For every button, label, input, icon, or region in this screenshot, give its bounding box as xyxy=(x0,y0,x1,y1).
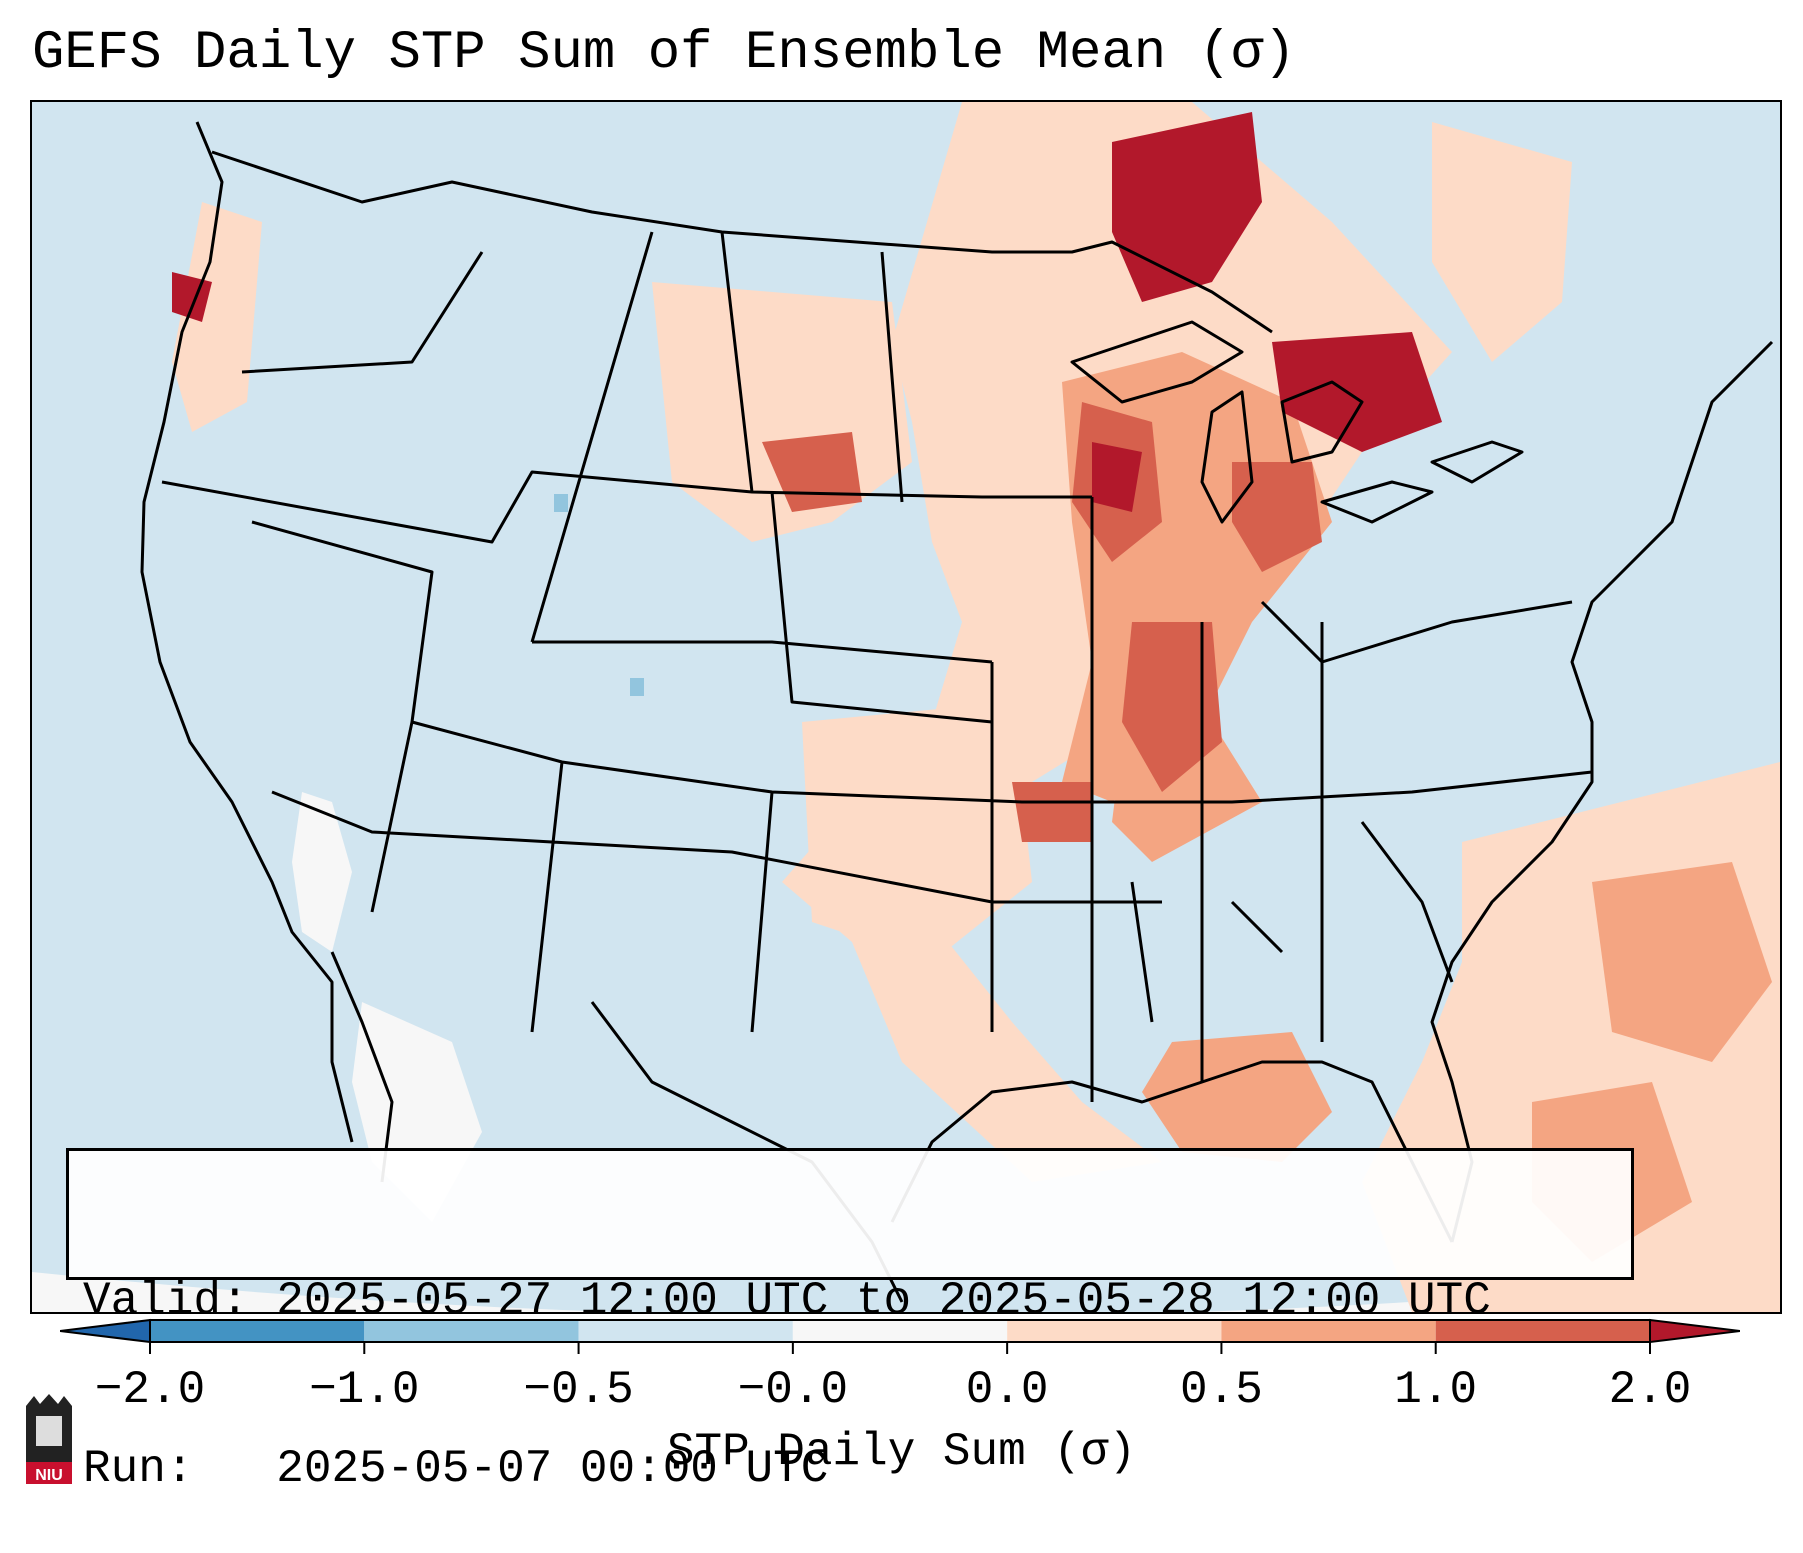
colorbar-extend-high xyxy=(1649,1318,1740,1344)
colorbar-segment xyxy=(150,1320,365,1342)
stp-map xyxy=(32,102,1780,1312)
anomaly-negative-colorado xyxy=(630,678,644,696)
colorbar xyxy=(60,1318,1740,1354)
colorbar-segment xyxy=(578,1320,793,1342)
anomaly-intense-superior xyxy=(1272,332,1442,452)
anomaly-moderate-gulf xyxy=(1142,1032,1332,1162)
anomaly-moderate-atlantic xyxy=(1592,862,1772,1062)
colorbar-label: STP Daily Sum (σ) xyxy=(666,1426,1137,1478)
colorbar-tick-label: 0.0 xyxy=(965,1364,1049,1416)
anomaly-intense-mn-wi xyxy=(1092,442,1142,512)
canada-border xyxy=(211,150,1273,334)
niu-logo-text: NIU xyxy=(35,1467,63,1484)
colorbar-tick-label: −0.5 xyxy=(523,1364,634,1416)
colorbar-tick-label: −1.0 xyxy=(309,1364,420,1416)
validity-info-box: Valid: 2025-05-27 12:00 UTC to 2025-05-2… xyxy=(66,1148,1634,1495)
baja-outline xyxy=(330,951,394,1183)
colorbar-tick-label: −2.0 xyxy=(94,1364,206,1416)
colorbar-tick-label: 2.0 xyxy=(1608,1364,1692,1416)
neutral-nevada xyxy=(292,792,352,952)
anomaly-light-pnw xyxy=(172,202,262,432)
east-coast-outline xyxy=(1430,340,1774,1243)
west-coast-outline xyxy=(140,121,354,1143)
colorbar-segment xyxy=(364,1320,579,1342)
niu-logo-window xyxy=(36,1416,62,1446)
colorbar-segment xyxy=(1221,1320,1436,1342)
anomaly-strong-ozarks xyxy=(1012,782,1092,842)
anomaly-intense-ontario xyxy=(1112,112,1262,302)
anomaly-light-plains xyxy=(802,702,1032,962)
anomaly-strong-illinois xyxy=(1122,622,1222,792)
niu-logo-banner xyxy=(26,1462,72,1484)
anomaly-strong-michigan xyxy=(1232,462,1322,572)
colorbar-extend-low xyxy=(60,1318,151,1344)
anomaly-negative-wyoming xyxy=(554,494,568,512)
valid-time-text: Valid: 2025-05-27 12:00 UTC to 2025-05-2… xyxy=(83,1275,1491,1327)
boundaries xyxy=(140,121,1774,1303)
state-lines xyxy=(161,231,1593,1102)
run-time-text: Run: 2025-05-07 00:00 UTC xyxy=(83,1443,829,1495)
map-panel xyxy=(30,100,1782,1314)
colorbar-segment xyxy=(1435,1320,1650,1342)
anomaly-light-quebec xyxy=(1432,122,1572,362)
colorbar-segment xyxy=(792,1320,1008,1342)
colorbar-segment xyxy=(1007,1320,1222,1342)
anomaly-field xyxy=(172,102,1780,1312)
niu-logo: NIU xyxy=(26,1394,72,1484)
colorbar-tick-label: 0.5 xyxy=(1180,1364,1263,1416)
colorbar-tick-label: −0.0 xyxy=(737,1364,849,1416)
colorbar-tick-label: 1.0 xyxy=(1394,1364,1478,1416)
colorbar-outline xyxy=(149,1319,1651,1343)
chart-title: GEFS Daily STP Sum of Ensemble Mean (σ) xyxy=(32,23,1296,84)
great-lakes-outline xyxy=(1070,320,1524,524)
